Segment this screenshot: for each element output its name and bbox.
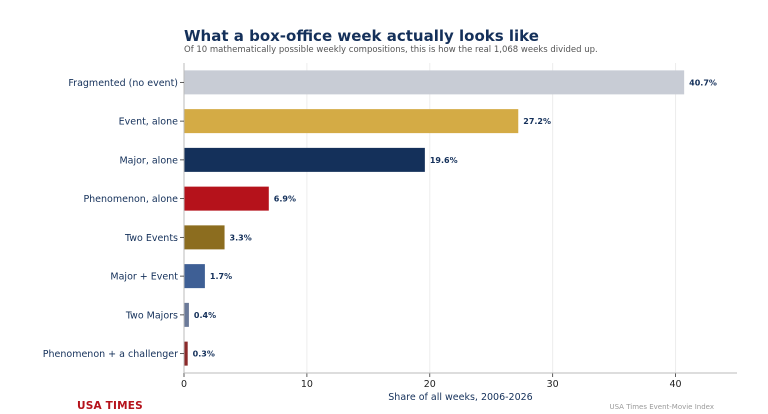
bar [184,186,269,211]
bar [184,109,519,134]
data-label: 6.9% [274,195,296,204]
bar [184,302,189,327]
value-labels: 40.7% 27.2% 19.6% 6.9% 3.3% 1.7% 0.4% 0.3% [193,78,717,358]
data-label: 19.6% [430,156,458,165]
bar [184,70,685,95]
x-axis-label: Share of all weeks, 2006-2026 [388,392,532,403]
x-tick-label: 20 [424,379,436,390]
x-tick-label: 30 [547,379,559,390]
x-tick-label: 10 [301,379,313,390]
bar [184,341,188,366]
data-label: 0.3% [193,350,215,359]
category-label: Major, alone [119,155,178,166]
axes [180,63,737,377]
category-label: Phenomenon + a challenger [43,349,178,360]
data-label: 3.3% [230,233,252,242]
data-label: 0.4% [194,311,216,320]
chart-subtitle: Of 10 mathematically possible weekly com… [184,45,598,55]
category-labels: Fragmented (no event) Event, alone Major, … [43,78,178,360]
category-label: Phenomenon, alone [83,194,178,205]
bar [184,225,225,250]
data-label: 27.2% [523,117,551,126]
category-label: Two Events [124,233,178,244]
x-tick-labels: 0 10 20 30 40 [181,379,682,390]
category-label: Fragmented (no event) [68,78,178,89]
source-note: USA Times Event-Movie Index [609,403,714,411]
data-label: 40.7% [689,78,717,87]
data-label: 1.7% [210,272,232,281]
category-label: Major + Event [110,272,178,283]
bars [184,70,685,366]
category-label: Event, alone [119,117,179,128]
x-tick-label: 40 [670,379,682,390]
brand-logo: USA TIMES [77,400,143,412]
chart-title: What a box-office week actually looks li… [184,27,539,45]
category-label: Two Majors [125,310,178,321]
bar [184,147,425,172]
bar [184,264,205,289]
x-tick-label: 0 [181,379,187,390]
